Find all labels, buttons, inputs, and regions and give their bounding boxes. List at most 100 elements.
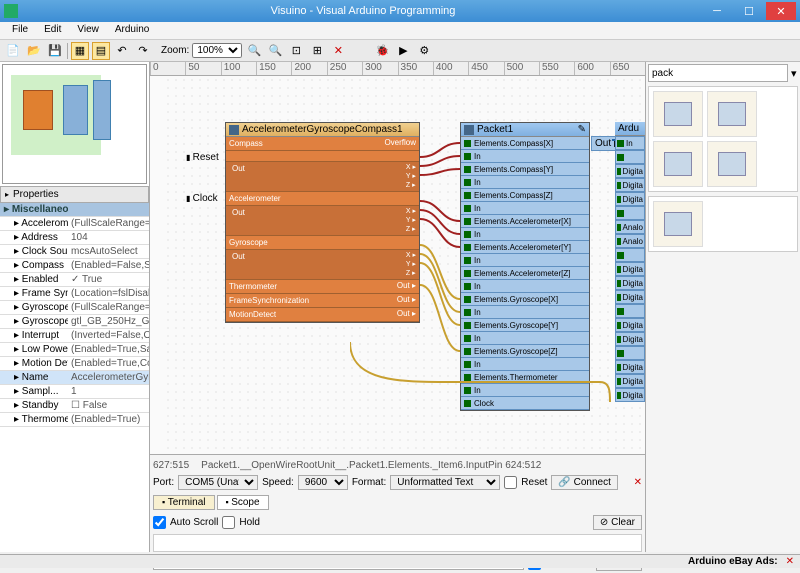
minimize-button[interactable]: ─ bbox=[702, 2, 732, 20]
component-packet[interactable]: Packet1✎ Elements.Compass[X]InElements.C… bbox=[460, 122, 590, 411]
packet-pin[interactable]: Clock bbox=[461, 397, 589, 410]
bug-icon[interactable]: 🐞 bbox=[373, 42, 391, 60]
component-accelerometer[interactable]: AccelerometerGyroscopeCompass1 CompassOv… bbox=[225, 122, 420, 323]
packet-pin[interactable]: In bbox=[461, 280, 589, 293]
arduino-pin[interactable]: Digita bbox=[615, 192, 645, 206]
undo-icon[interactable]: ↶ bbox=[113, 42, 131, 60]
property-row[interactable]: ▸ Acceleromet(FullScaleRange=ar2g,X... bbox=[0, 217, 149, 231]
arduino-pin[interactable]: Digita bbox=[615, 276, 645, 290]
arduino-pin[interactable]: Digita bbox=[615, 374, 645, 388]
redo-icon[interactable]: ↷ bbox=[134, 42, 152, 60]
packet-pin[interactable]: Elements.Compass[Y] bbox=[461, 163, 589, 176]
palette-tile[interactable] bbox=[653, 141, 703, 187]
arduino-pin[interactable]: In bbox=[615, 136, 645, 150]
packet-pin[interactable]: In bbox=[461, 384, 589, 397]
packet-pin[interactable]: In bbox=[461, 228, 589, 241]
open-icon[interactable]: 📂 bbox=[25, 42, 43, 60]
property-row[interactable]: ▸ Clock SourcemcsAutoSelect bbox=[0, 245, 149, 259]
property-row[interactable]: ▸ Gyroscope T...gtl_GB_250Hz_GF_8KH... bbox=[0, 315, 149, 329]
close-button[interactable]: ✕ bbox=[766, 2, 796, 20]
new-icon[interactable]: 📄 bbox=[4, 42, 22, 60]
close-panel-icon[interactable]: ✕ bbox=[634, 477, 642, 488]
connect-button[interactable]: 🔗 Connect bbox=[551, 475, 617, 490]
arduino-pin[interactable]: Digita bbox=[615, 332, 645, 346]
properties-header[interactable]: Properties bbox=[0, 186, 149, 203]
arduino-pin[interactable]: Analo bbox=[615, 220, 645, 234]
packet-pin[interactable]: Elements.Accelerometer[X] bbox=[461, 215, 589, 228]
delete-icon[interactable]: ✕ bbox=[329, 42, 347, 60]
packet-pin[interactable]: In bbox=[461, 332, 589, 345]
palette-tile[interactable] bbox=[707, 91, 757, 137]
arduino-pin[interactable]: Digita bbox=[615, 178, 645, 192]
menu-arduino[interactable]: Arduino bbox=[107, 22, 157, 39]
packet-pin[interactable]: Elements.Compass[Z] bbox=[461, 189, 589, 202]
packet-pin[interactable]: In bbox=[461, 150, 589, 163]
packet-pin[interactable]: In bbox=[461, 306, 589, 319]
packet-pin[interactable]: In bbox=[461, 176, 589, 189]
property-category[interactable]: ▸ Miscellaneous bbox=[0, 203, 149, 217]
snap-icon[interactable]: ▤ bbox=[92, 42, 110, 60]
zoom-select[interactable]: 100% bbox=[192, 43, 242, 58]
arduino-pin[interactable]: Analo bbox=[615, 234, 645, 248]
reset-checkbox[interactable] bbox=[504, 476, 517, 489]
ads-close-icon[interactable]: ✕ bbox=[786, 556, 794, 567]
save-icon[interactable]: 💾 bbox=[46, 42, 64, 60]
packet-pin[interactable]: Elements.Gyroscope[Z] bbox=[461, 345, 589, 358]
property-row[interactable]: ▸ Frame Sync...(Location=fslDisabled,En.… bbox=[0, 287, 149, 301]
arduino-pin[interactable] bbox=[615, 304, 645, 318]
arduino-pin[interactable]: Digita bbox=[615, 360, 645, 374]
arduino-pin[interactable]: Digita bbox=[615, 388, 645, 402]
speed-select[interactable]: 9600 bbox=[298, 475, 348, 490]
build-icon[interactable]: ⚙ bbox=[415, 42, 433, 60]
arrange-icon[interactable]: ⊞ bbox=[308, 42, 326, 60]
component-arduino[interactable]: Ardu InDigitaDigitaDigitaAnaloAnaloDigit… bbox=[615, 122, 645, 402]
packet-pin[interactable]: In bbox=[461, 202, 589, 215]
palette-tile[interactable] bbox=[707, 141, 757, 187]
grid-icon[interactable]: ▦ bbox=[71, 42, 89, 60]
packet-pin[interactable]: Elements.Thermometer bbox=[461, 371, 589, 384]
packet-pin[interactable]: Elements.Gyroscope[Y] bbox=[461, 319, 589, 332]
property-row[interactable]: ▸ Compass(Enabled=False,SelfTest... bbox=[0, 259, 149, 273]
packet-pin[interactable]: Elements.Compass[X] bbox=[461, 137, 589, 150]
zoomout-icon[interactable]: 🔍 bbox=[266, 42, 284, 60]
menu-view[interactable]: View bbox=[69, 22, 107, 39]
property-row[interactable]: ▸ Motion Detect(Enabled=True,Compare... bbox=[0, 357, 149, 371]
property-row[interactable]: ▸ Low Power...(Enabled=True,SampleFr... bbox=[0, 343, 149, 357]
preview-pane[interactable] bbox=[2, 64, 147, 184]
arduino-pin[interactable] bbox=[615, 150, 645, 164]
tab-terminal[interactable]: ▪ Terminal bbox=[153, 495, 215, 510]
search-clear-icon[interactable]: ▾ bbox=[790, 64, 798, 82]
palette-tile[interactable] bbox=[653, 91, 703, 137]
zoomfit-icon[interactable]: ⊡ bbox=[287, 42, 305, 60]
menu-file[interactable]: File bbox=[4, 22, 36, 39]
packet-pin[interactable]: In bbox=[461, 358, 589, 371]
packet-pin[interactable]: Elements.Accelerometer[Z] bbox=[461, 267, 589, 280]
property-row[interactable]: ▸ Interrupt(Inverted=False,OpenDra... bbox=[0, 329, 149, 343]
property-row[interactable]: ▸ Thermometer(Enabled=True) bbox=[0, 413, 149, 427]
palette-tile[interactable] bbox=[653, 201, 703, 247]
zoomin-icon[interactable]: 🔍 bbox=[245, 42, 263, 60]
port-select[interactable]: COM5 (Unava bbox=[178, 475, 258, 490]
arduino-pin[interactable] bbox=[615, 346, 645, 360]
menu-edit[interactable]: Edit bbox=[36, 22, 69, 39]
autoscroll-checkbox[interactable] bbox=[153, 516, 166, 529]
tab-scope[interactable]: ▪ Scope bbox=[217, 495, 269, 510]
hold-checkbox[interactable] bbox=[222, 516, 235, 529]
property-row[interactable]: ▸ Address104 bbox=[0, 231, 149, 245]
property-row[interactable]: ▸ Gyroscope(FullScaleRange=gr250d... bbox=[0, 301, 149, 315]
maximize-button[interactable]: ☐ bbox=[734, 2, 764, 20]
arduino-pin[interactable]: Digita bbox=[615, 262, 645, 276]
property-row[interactable]: ▸ Standby☐ False bbox=[0, 399, 149, 413]
format-select[interactable]: Unformatted Text bbox=[390, 475, 500, 490]
arduino-pin[interactable] bbox=[615, 206, 645, 220]
property-row[interactable]: ▸ Enabled✓ True bbox=[0, 273, 149, 287]
property-row[interactable]: ▸ Sampl...1 bbox=[0, 385, 149, 399]
arduino-pin[interactable]: Digita bbox=[615, 164, 645, 178]
search-input[interactable] bbox=[648, 64, 788, 82]
arduino-pin[interactable]: Digita bbox=[615, 318, 645, 332]
play-icon[interactable]: ▶ bbox=[394, 42, 412, 60]
packet-pin[interactable]: In bbox=[461, 254, 589, 267]
arduino-pin[interactable]: Digita bbox=[615, 290, 645, 304]
clear-button[interactable]: ⊘ Clear bbox=[593, 515, 642, 530]
packet-pin[interactable]: Elements.Gyroscope[X] bbox=[461, 293, 589, 306]
